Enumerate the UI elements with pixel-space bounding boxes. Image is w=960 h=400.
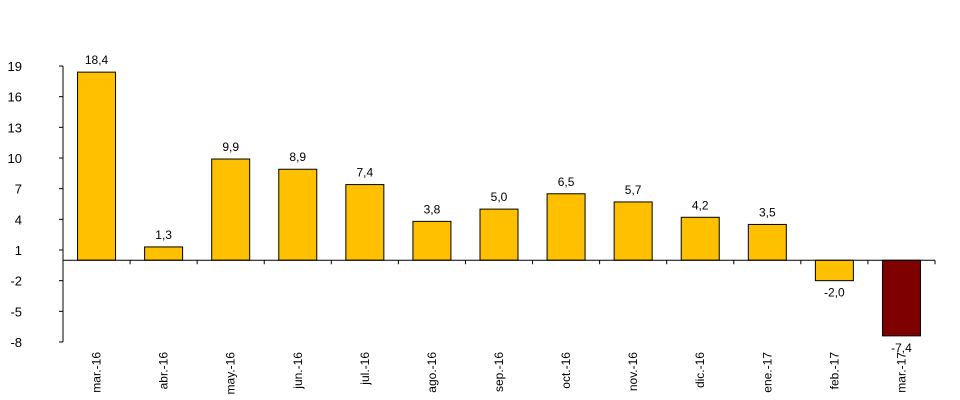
data-label: 3,5 <box>759 205 776 219</box>
bars <box>77 71 921 337</box>
y-tick-label: 1 <box>15 243 22 258</box>
data-label: 5,7 <box>625 183 642 197</box>
y-tick-label: 4 <box>15 212 22 227</box>
data-label: 6,5 <box>558 175 575 189</box>
bar <box>211 158 251 261</box>
x-tick-label: ago.-16 <box>425 352 439 393</box>
bar <box>881 259 921 337</box>
x-tick-label: may.-16 <box>224 352 238 395</box>
bar <box>546 193 586 261</box>
x-tick-label: jun.-16 <box>291 352 305 390</box>
y-tick-label: 7 <box>15 182 22 197</box>
y-tick-label: 10 <box>8 151 22 166</box>
x-tick-label: feb.-17 <box>827 352 841 390</box>
data-label: -7,4 <box>891 341 912 355</box>
data-label: 18,4 <box>85 53 109 67</box>
data-label: 3,8 <box>424 202 441 216</box>
bar <box>747 223 787 261</box>
y-tick-label: 19 <box>8 59 22 74</box>
data-label: 4,2 <box>692 198 709 212</box>
x-tick-label: mar.-17 <box>894 352 908 393</box>
data-label: 5,0 <box>491 190 508 204</box>
y-axis: 19 16 13 10 7 4 1 -2 -5 -8 <box>8 59 64 350</box>
bar <box>345 184 385 261</box>
x-tick-label: nov.-16 <box>626 352 640 391</box>
x-tick-label: jul.-16 <box>358 352 372 386</box>
data-label: -2,0 <box>824 286 845 300</box>
y-tick-label: 16 <box>8 90 22 105</box>
x-tick-label: dic.-16 <box>693 352 707 388</box>
data-label: 7,4 <box>357 166 374 180</box>
bar <box>278 168 318 261</box>
data-label: 8,9 <box>289 150 306 164</box>
x-tick-label: ene.-17 <box>760 352 774 393</box>
y-tick-label: -5 <box>10 304 22 319</box>
bar <box>814 259 854 282</box>
bar <box>479 208 519 261</box>
data-label: 1,3 <box>155 228 172 242</box>
bar <box>77 71 117 261</box>
x-axis: mar.-16 abr.-16 may.-16 jun.-16 jul.-16 ago.-… <box>62 259 936 395</box>
bar <box>613 201 653 261</box>
y-tick-label: -2 <box>10 274 22 289</box>
x-tick-label: oct.-16 <box>559 352 573 389</box>
bar <box>680 216 720 261</box>
x-tick-label: mar.-16 <box>90 352 104 393</box>
data-label: 9,9 <box>222 140 239 154</box>
x-tick-label: abr.-16 <box>157 352 171 390</box>
bar <box>144 246 184 261</box>
y-tick-label: -8 <box>10 335 22 350</box>
x-tick-label: sep.-16 <box>492 352 506 392</box>
y-tick-label: 13 <box>8 120 22 135</box>
data-labels: 18,4 1,3 9,9 8,9 7,4 3,8 5,0 6,5 5,7 4,2 3,5 -2,0 -7… <box>85 53 912 355</box>
bar <box>412 220 452 261</box>
